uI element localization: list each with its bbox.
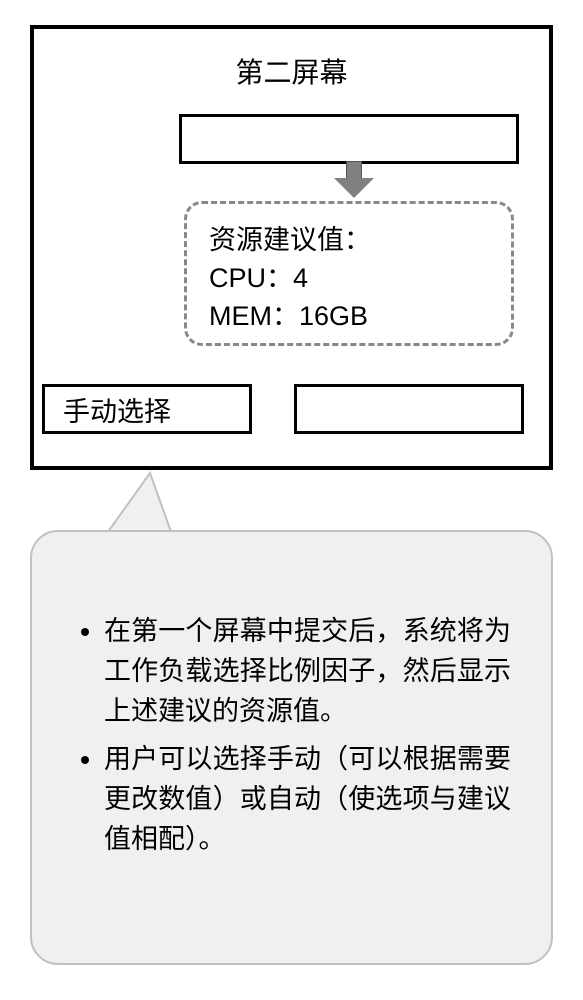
down-arrow-icon: [334, 161, 374, 201]
mem-value: 16GB: [299, 301, 368, 331]
mem-label: MEM：: [209, 301, 299, 331]
explanation-callout: 在第一个屏幕中提交后，系统将为工作负载选择比例因子，然后显示上述建议的资源值。 …: [30, 530, 553, 965]
arrow-stem: [346, 161, 362, 179]
top-input-box[interactable]: [179, 114, 519, 164]
explanation-item: 用户可以选择手动（可以根据需要更改数值）或自动（使选项与建议值相配）。: [104, 740, 511, 860]
resource-suggestion-box: 资源建议值： CPU：4 MEM：16GB: [184, 201, 514, 346]
cpu-value: 4: [293, 263, 308, 293]
screen-title: 第二屏幕: [34, 51, 549, 91]
manual-select-label: 手动选择: [63, 390, 171, 429]
auto-select-button[interactable]: [294, 384, 524, 434]
manual-select-button[interactable]: 手动选择: [42, 384, 252, 434]
explanation-item: 在第一个屏幕中提交后，系统将为工作负载选择比例因子，然后显示上述建议的资源值。: [104, 612, 511, 732]
cpu-line: CPU：4: [209, 260, 489, 298]
explanation-list: 在第一个屏幕中提交后，系统将为工作负载选择比例因子，然后显示上述建议的资源值。 …: [72, 612, 511, 860]
mem-line: MEM：16GB: [209, 298, 489, 336]
arrow-head: [334, 178, 374, 198]
second-screen-panel: 第二屏幕 资源建议值： CPU：4 MEM：16GB 手动选择: [30, 25, 553, 470]
suggestion-heading: 资源建议值：: [209, 222, 489, 260]
cpu-label: CPU：: [209, 263, 293, 293]
